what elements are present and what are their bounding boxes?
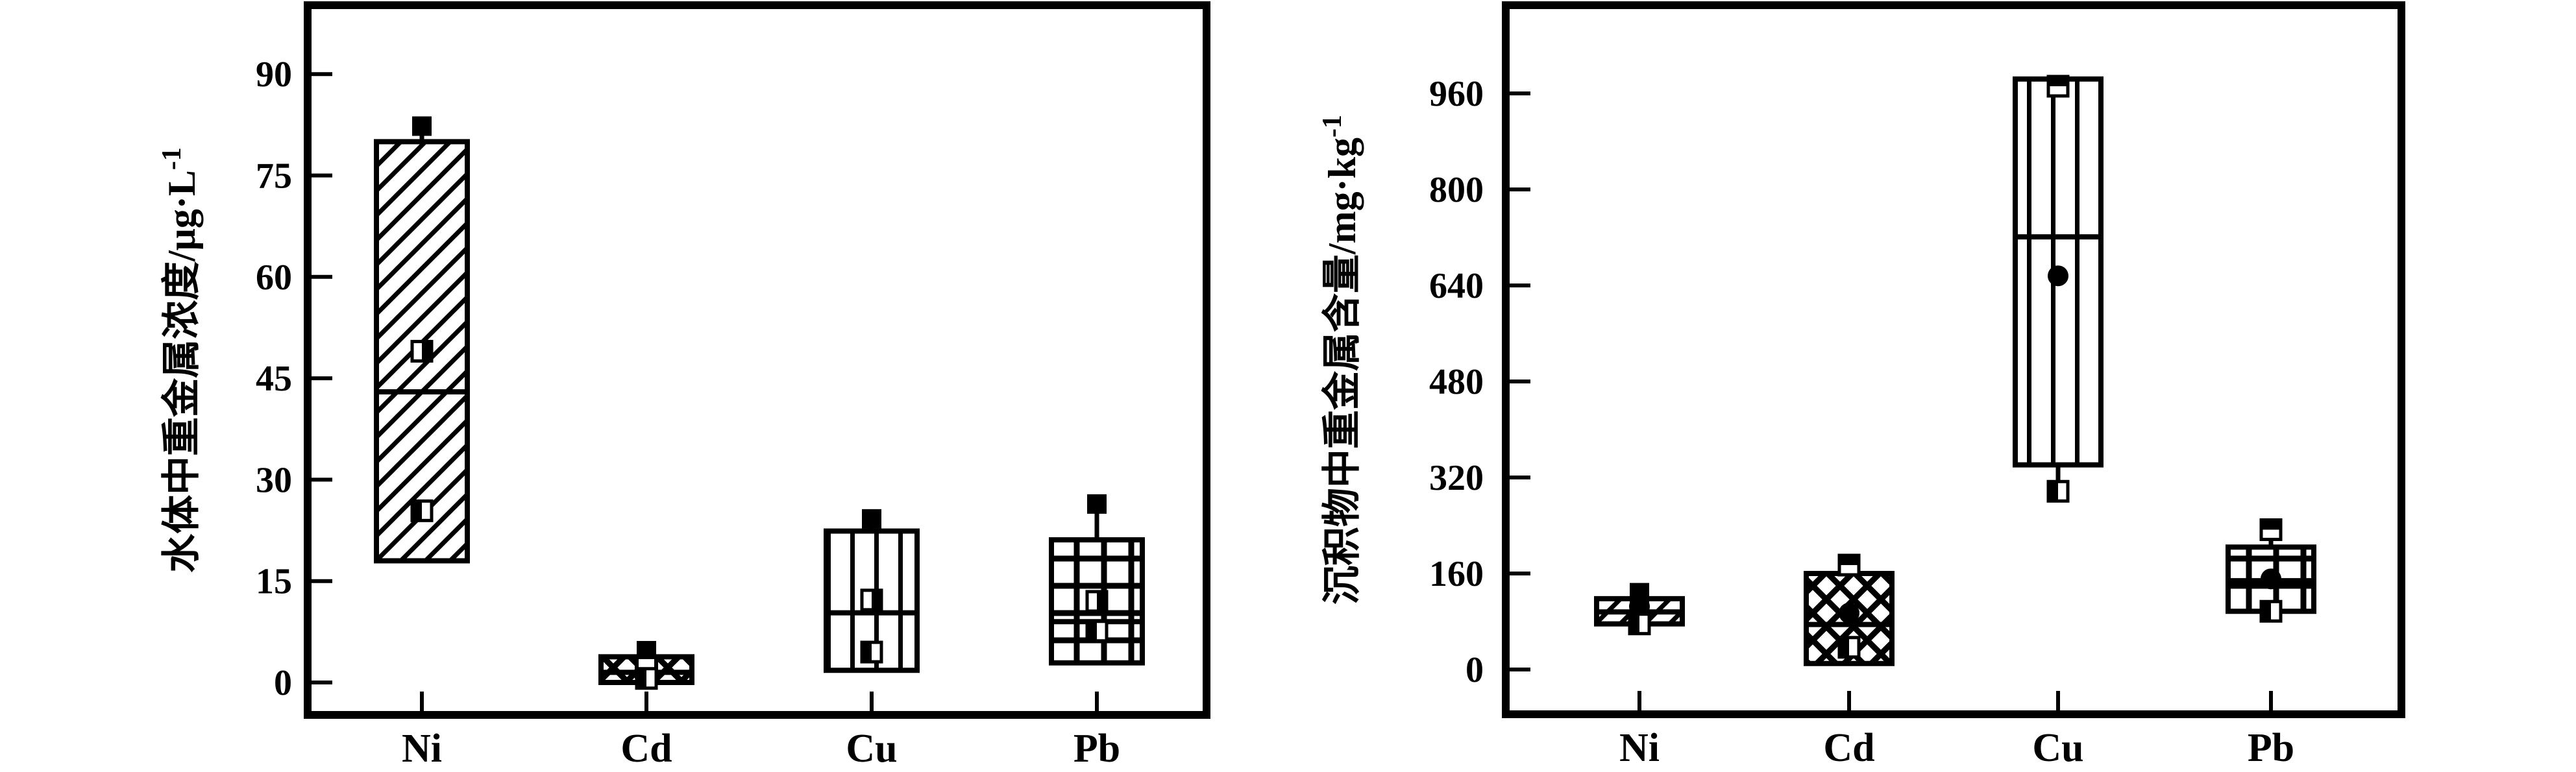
- Ni-marker-square-half-right-fill: [422, 341, 432, 361]
- Cu-marker-square-filled: [862, 509, 881, 529]
- Pb-marker-square-filled: [1087, 494, 1107, 514]
- category-label-Ni: Ni: [402, 727, 442, 771]
- Cu-marker-square-half-top-fill: [2048, 76, 2068, 86]
- Ni-marker-circle-filled: [1629, 596, 1650, 617]
- Cd-marker-square-half-left-fill: [1839, 637, 1849, 657]
- Cd-marker-square-half-top-fill: [1839, 555, 1859, 566]
- y-tick-label: 30: [256, 460, 292, 500]
- Ni-marker-square-half-left-fill: [1630, 614, 1639, 634]
- Pb-marker-square-half-top-fill: [2261, 520, 2281, 530]
- category-label-Cd: Cd: [620, 727, 672, 771]
- y-tick-label: 45: [256, 359, 292, 399]
- Cu-marker-square-half-right-fill: [872, 590, 881, 610]
- y-tick-label: 960: [1429, 74, 1484, 114]
- plot-frame: [1502, 1, 2405, 718]
- y-tick-label: 160: [1429, 554, 1484, 594]
- Cd-marker-circle-filled: [1839, 603, 1859, 624]
- category-label-Pb: Pb: [1073, 727, 1120, 771]
- category-label-Ni: Ni: [1619, 726, 1660, 770]
- plot-frame: [304, 1, 1210, 719]
- sediment-metal-chart: 0 160 320 480 640 800 960 沉积物中重金属含量/mg·kg-1 Ni Cd…: [1318, 1, 2405, 770]
- Cu-marker-circle-filled: [2048, 265, 2068, 287]
- Ni-marker-square-filled: [412, 116, 432, 136]
- y-tick-label: 90: [256, 54, 292, 95]
- y-tick-label: 15: [256, 562, 292, 602]
- category-label-Pb: Pb: [2248, 726, 2294, 770]
- Pb-marker-square-half-left-fill: [1087, 621, 1097, 641]
- Pb-marker-square-half-right-fill: [1097, 591, 1107, 611]
- Cu-marker-square-half-left-fill: [2048, 481, 2058, 501]
- Pb-marker-circle-filled: [2261, 568, 2281, 590]
- y-tick-label: 320: [1429, 458, 1484, 498]
- category-label-Cd: Cd: [1823, 726, 1874, 770]
- category-label-Cu: Cu: [846, 727, 897, 771]
- Cd-marker-square-half-left-fill: [637, 668, 646, 688]
- Pb-marker-square-half-left-fill: [2261, 601, 2271, 621]
- y-tick-label: 0: [1466, 650, 1484, 690]
- y-axis-title: 沉积物中重金属含量/mg·kg-1: [1318, 115, 1364, 605]
- y-tick-label: 75: [256, 156, 292, 197]
- y-tick-label: 800: [1429, 170, 1484, 210]
- y-tick-label: 480: [1429, 362, 1484, 402]
- category-label-Cu: Cu: [2032, 726, 2083, 770]
- Ni-marker-square-half-left-fill: [412, 501, 422, 521]
- y-tick-label: 640: [1429, 266, 1484, 306]
- y-axis-title: 水体中重金属浓度/μg·L-1: [157, 147, 203, 573]
- water-metal-chart: 0 15 30 45 60 75 90 水体中重金属浓度/μg·L-1 Ni Cd Cu Pb: [157, 1, 1210, 771]
- Cu-marker-square-half-left-fill: [862, 642, 872, 662]
- y-tick-label: 60: [256, 258, 292, 298]
- y-tick-label: 0: [274, 663, 292, 703]
